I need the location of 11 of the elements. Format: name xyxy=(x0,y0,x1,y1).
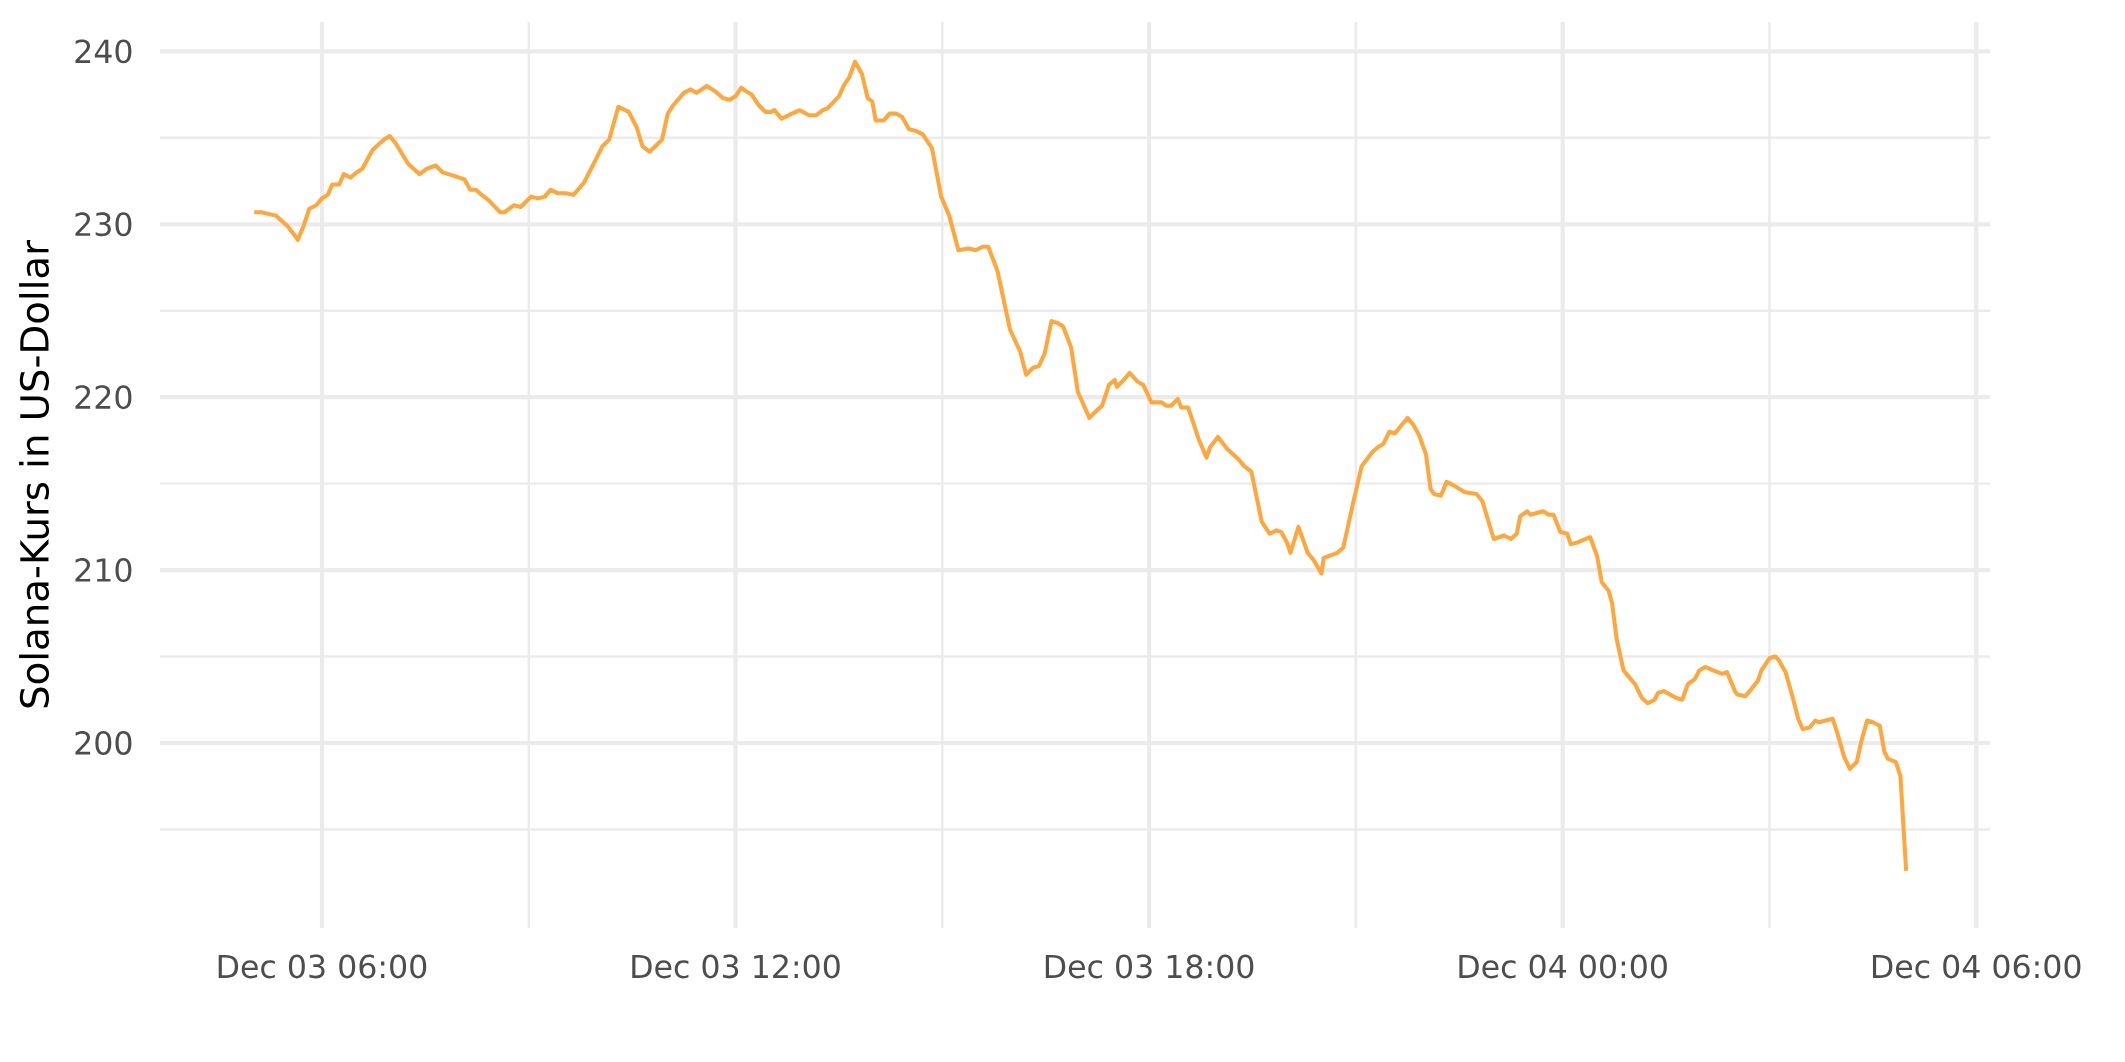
x-tick-label: Dec 03 06:00 xyxy=(218,954,427,979)
x-tick-label: Dec 04 00:00 xyxy=(1459,954,1667,979)
y-tick-label: 230 xyxy=(75,212,132,237)
x-tick-label: Dec 03 12:00 xyxy=(632,954,840,979)
x-tick-label: Dec 04 06:00 xyxy=(1872,954,2081,979)
x-tick-label: Dec 03 18:00 xyxy=(1045,954,1254,979)
y-tick-label: 240 xyxy=(75,39,132,64)
y-axis-title: Solana-Kurs in US-Dollar xyxy=(19,240,50,708)
y-tick-label: 200 xyxy=(75,731,132,755)
y-tick-label: 220 xyxy=(75,385,132,410)
y-tick-label: 210 xyxy=(75,558,132,583)
